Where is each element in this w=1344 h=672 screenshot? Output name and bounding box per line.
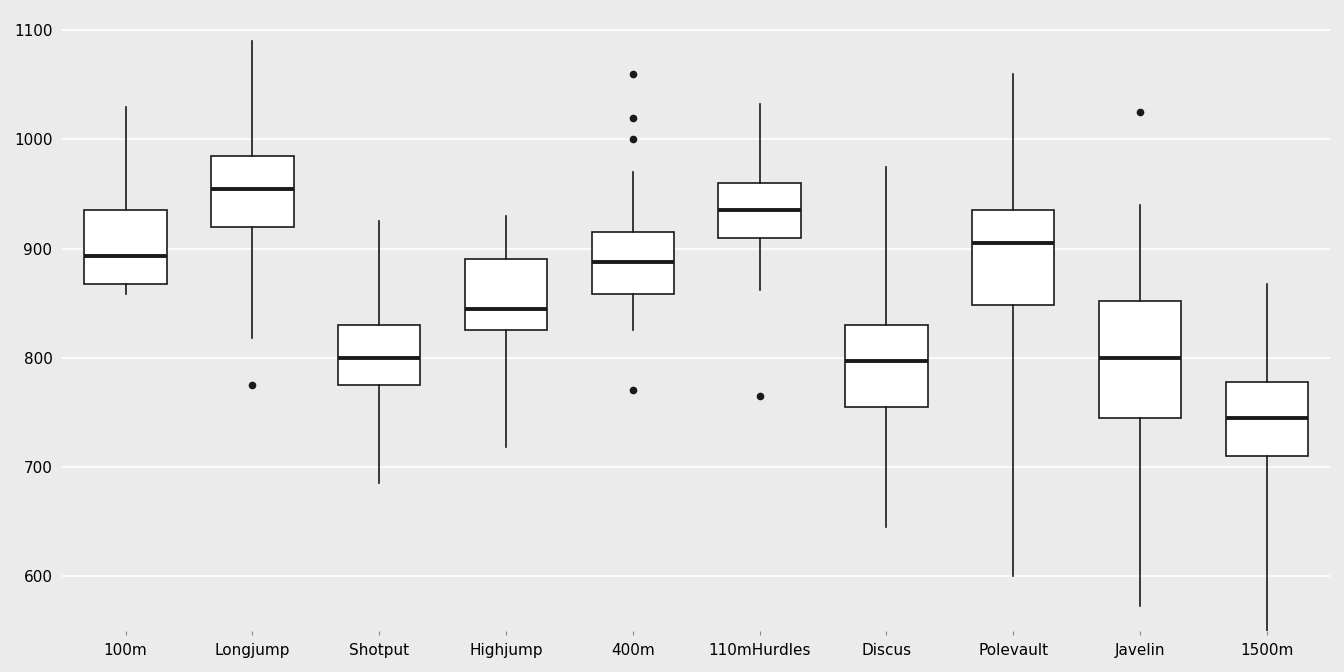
PathPatch shape bbox=[465, 259, 547, 331]
PathPatch shape bbox=[591, 233, 673, 294]
PathPatch shape bbox=[718, 183, 801, 238]
PathPatch shape bbox=[845, 325, 927, 407]
PathPatch shape bbox=[1098, 301, 1181, 418]
PathPatch shape bbox=[211, 156, 293, 226]
PathPatch shape bbox=[1226, 382, 1308, 456]
PathPatch shape bbox=[972, 210, 1054, 305]
PathPatch shape bbox=[85, 210, 167, 284]
PathPatch shape bbox=[337, 325, 421, 385]
